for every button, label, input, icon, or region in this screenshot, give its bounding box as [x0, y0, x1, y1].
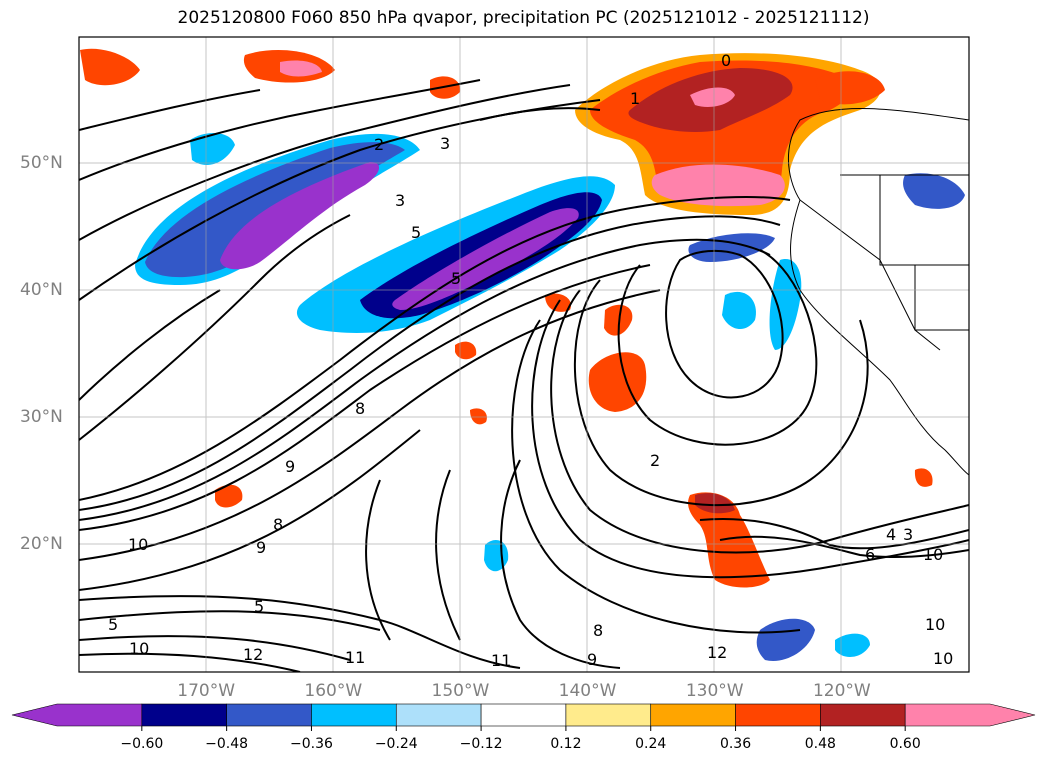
colorbar-tick-label: −0.60 [107, 736, 177, 752]
contour-label: 5 [108, 615, 118, 634]
contour-label: 10 [925, 615, 945, 634]
contour-label: 8 [355, 399, 365, 418]
contour-label: 3 [903, 525, 913, 544]
contour-label: 3 [440, 134, 450, 153]
colorbar-swatch [481, 704, 566, 726]
contour-label: 10 [129, 639, 149, 658]
latitude-label: 20°N [20, 534, 63, 554]
longitude-label: 170°W [161, 681, 251, 701]
contour-label: 8 [593, 621, 603, 640]
colorbar-swatch [142, 704, 227, 726]
contour-label: 5 [254, 597, 264, 616]
contour-label: 2 [374, 135, 384, 154]
latitude-label: 30°N [20, 407, 63, 427]
latitude-label: 50°N [20, 153, 63, 173]
colorbar-tick-label: −0.48 [192, 736, 262, 752]
longitude-label: 150°W [415, 681, 505, 701]
contour-label: 0 [721, 51, 731, 70]
longitude-label: 160°W [288, 681, 378, 701]
longitude-label: 130°W [670, 681, 760, 701]
contour-label: 1 [630, 89, 640, 108]
contour-label: 12 [243, 645, 263, 664]
colorbar-swatch [820, 704, 905, 726]
contour-label: 10 [933, 649, 953, 668]
contour-label: 11 [345, 648, 365, 667]
colorbar-tick-label: −0.36 [276, 736, 346, 752]
colorbar-tick-label: 0.24 [616, 736, 686, 752]
colorbar [12, 704, 1035, 731]
contour-label: 9 [587, 650, 597, 669]
colorbar-swatch [905, 704, 1035, 726]
longitude-label: 140°W [543, 681, 633, 701]
contour-label: 5 [411, 223, 421, 242]
colorbar-swatch [227, 704, 312, 726]
contour-label: 3 [395, 191, 405, 210]
contour-label: 6 [865, 545, 875, 564]
colorbar-swatch [396, 704, 481, 726]
colorbar-tick-label: −0.24 [361, 736, 431, 752]
contour-label: 5 [451, 269, 461, 288]
colorbar-swatch [12, 704, 142, 726]
contour-label: 11 [491, 651, 511, 670]
colorbar-tick-label: 0.48 [785, 736, 855, 752]
colorbar-tick-label: 0.36 [701, 736, 771, 752]
longitude-label: 120°W [797, 681, 887, 701]
contour-label: 8 [273, 515, 283, 534]
contour-label: 10 [128, 535, 148, 554]
colorbar-swatch [651, 704, 736, 726]
colorbar-swatch [311, 704, 396, 726]
contour-label: 12 [707, 643, 727, 662]
contour-label: 4 [886, 525, 896, 544]
colorbar-tick-label: 0.12 [531, 736, 601, 752]
colorbar-tick-label: −0.12 [446, 736, 516, 752]
contour-label: 9 [256, 538, 266, 557]
colorbar-tick-label: 0.60 [870, 736, 940, 752]
colorbar-swatch [736, 704, 821, 726]
latitude-label: 40°N [20, 280, 63, 300]
contour-label: 10 [923, 545, 943, 564]
colorbar-swatch [566, 704, 651, 726]
contour-label: 2 [650, 451, 660, 470]
contour-label: 9 [285, 457, 295, 476]
